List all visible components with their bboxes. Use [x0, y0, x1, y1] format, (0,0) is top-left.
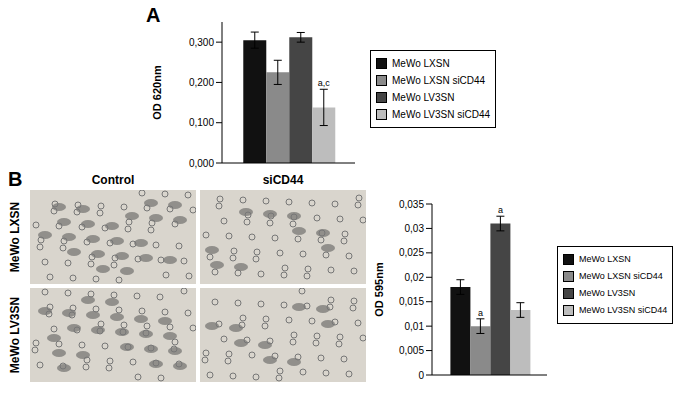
svg-text:0,035: 0,035 [399, 199, 424, 210]
html-text:MeWo LV3SN siCD44: MeWo LV3SN siCD44 [392, 109, 490, 120]
svg-text:0,005: 0,005 [399, 345, 424, 356]
html-text:A: A [146, 4, 161, 26]
html-text:MeWo LXSN: MeWo LXSN [579, 254, 631, 264]
html-text:Control: Control [91, 173, 135, 187]
html-text:MeWo LXSN siCD44: MeWo LXSN siCD44 [392, 75, 486, 86]
html-text:MeWo LV3SN: MeWo LV3SN [392, 92, 455, 103]
html-text:MeWo LV3SN siCD44: MeWo LV3SN siCD44 [579, 305, 668, 315]
svg-text:OD 595nm: OD 595nm [373, 262, 385, 317]
svg-text:0,000: 0,000 [189, 158, 214, 169]
svg-text:0,01: 0,01 [405, 321, 425, 332]
html-text:MeWo LXSN: MeWo LXSN [392, 58, 450, 69]
html-text:siCD44: siCD44 [262, 173, 304, 187]
svg-text:0,100: 0,100 [189, 117, 214, 128]
svg-text:a,c: a,c [318, 78, 331, 88]
svg-text:0: 0 [418, 370, 424, 381]
svg-text:0,03: 0,03 [405, 223, 425, 234]
svg-text:0,200: 0,200 [189, 77, 214, 88]
svg-text:a: a [478, 308, 483, 318]
html-text:MeWo LXSN siCD44: MeWo LXSN siCD44 [579, 271, 663, 281]
svg-text:0,300: 0,300 [189, 37, 214, 48]
html-text:MeWo LV3SN: MeWo LV3SN [579, 288, 636, 298]
html-text:B: B [8, 168, 23, 190]
svg-text:OD 620nm: OD 620nm [151, 65, 163, 120]
svg-text:0,015: 0,015 [399, 296, 424, 307]
html-text:MeWo LV3SN: MeWo LV3SN [8, 296, 22, 374]
svg-text:a: a [498, 205, 503, 215]
svg-text:0,025: 0,025 [399, 247, 424, 258]
html-text:MeWo LXSN: MeWo LXSN [8, 201, 22, 273]
svg-text:0,02: 0,02 [405, 272, 425, 283]
